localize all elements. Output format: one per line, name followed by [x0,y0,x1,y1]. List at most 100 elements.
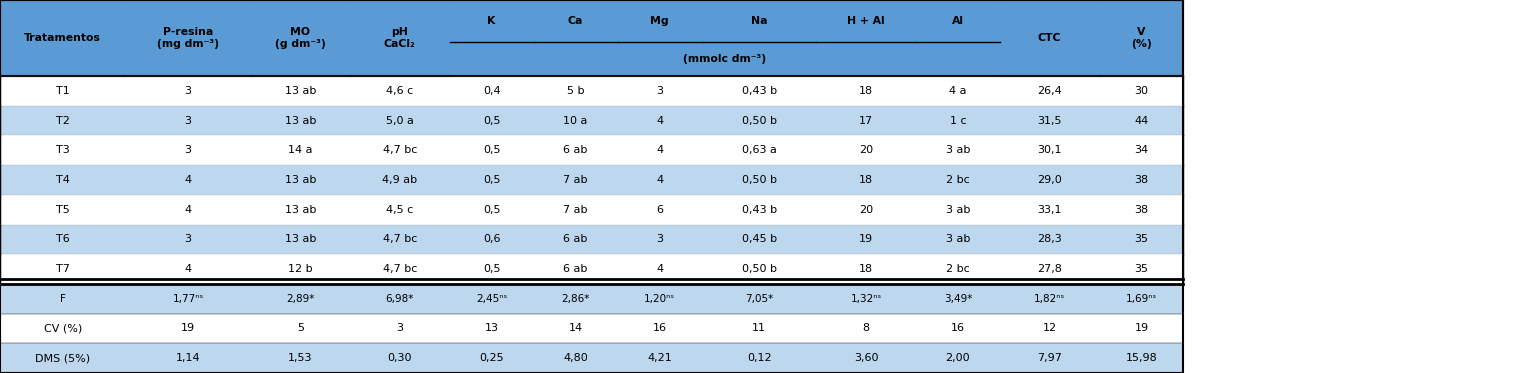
Bar [702,225,816,254]
Bar [125,254,251,284]
Bar [916,0,1000,42]
Bar [816,284,916,314]
Bar [618,254,702,284]
Bar [0,106,125,135]
Text: 4: 4 [656,264,664,274]
Text: 4: 4 [185,205,191,215]
Bar [702,314,816,343]
Text: 3: 3 [396,323,404,333]
Text: (mmolᴄ dm⁻³): (mmolᴄ dm⁻³) [683,54,766,64]
Text: 1 c: 1 c [950,116,966,126]
Text: 14 a: 14 a [287,145,313,155]
Bar [816,76,916,106]
Text: 2,00: 2,00 [945,353,971,363]
Text: 7 ab: 7 ab [563,175,589,185]
Bar [450,165,534,195]
Bar [1099,254,1183,284]
Bar [916,195,1000,225]
Text: 3,49*: 3,49* [943,294,972,304]
Bar [816,254,916,284]
Bar [916,106,1000,135]
Bar [816,343,916,373]
Bar [534,284,618,314]
Text: 28,3: 28,3 [1037,234,1063,244]
Text: 1,69ⁿˢ: 1,69ⁿˢ [1125,294,1157,304]
Bar [702,284,816,314]
Bar [450,106,534,135]
Bar [618,0,702,42]
Bar [251,165,350,195]
Text: 4: 4 [185,264,191,274]
Text: 0,50 b: 0,50 b [742,116,777,126]
Text: 17: 17 [859,116,873,126]
Bar [450,76,534,106]
Bar [534,0,618,42]
Bar [1000,76,1099,106]
Text: 13 ab: 13 ab [284,86,317,96]
Bar [816,195,916,225]
Bar [450,314,534,343]
Text: 2,86*: 2,86* [561,294,590,304]
Bar [816,314,916,343]
Text: T7: T7 [55,264,70,274]
Text: 4,6 c: 4,6 c [387,86,413,96]
Bar [618,284,702,314]
Text: 0,43 b: 0,43 b [742,205,777,215]
Bar [450,284,534,314]
Text: 7 ab: 7 ab [563,205,589,215]
Text: 2 bc: 2 bc [946,264,969,274]
Text: 19: 19 [1135,323,1148,333]
Text: 1,82ⁿˢ: 1,82ⁿˢ [1034,294,1066,304]
Text: 31,5: 31,5 [1037,116,1063,126]
Bar [534,106,618,135]
Text: 4: 4 [656,116,664,126]
Text: 38: 38 [1135,175,1148,185]
Text: 0,43 b: 0,43 b [742,86,777,96]
Text: 5,0 a: 5,0 a [385,116,414,126]
Text: 4,9 ab: 4,9 ab [382,175,417,185]
Text: MO
(g dm⁻³): MO (g dm⁻³) [275,27,326,49]
Text: 13: 13 [485,323,498,333]
Bar [816,0,916,42]
Text: P-resina
(mg dm⁻³): P-resina (mg dm⁻³) [157,27,219,49]
Text: 1,20ⁿˢ: 1,20ⁿˢ [644,294,676,304]
Bar [618,135,702,165]
Bar [450,135,534,165]
Text: 35: 35 [1135,234,1148,244]
Text: CV (%): CV (%) [43,323,83,333]
Text: T2: T2 [55,116,70,126]
Text: Tratamentos: Tratamentos [24,33,101,43]
Text: 20: 20 [859,205,873,215]
Bar [1000,165,1099,195]
Bar [618,343,702,373]
Text: 20: 20 [859,145,873,155]
Bar [125,135,251,165]
Bar [350,0,450,76]
Bar [251,225,350,254]
Text: CTC: CTC [1038,33,1061,43]
Bar [1000,284,1099,314]
Text: 30,1: 30,1 [1037,145,1063,155]
Text: T6: T6 [57,234,69,244]
Text: 4: 4 [656,145,664,155]
Bar [702,106,816,135]
Bar [251,284,350,314]
Text: 4,80: 4,80 [563,353,589,363]
Text: 4 a: 4 a [950,86,966,96]
Bar [125,314,251,343]
Bar [916,225,1000,254]
Bar [534,135,618,165]
Text: H + Al: H + Al [847,16,885,26]
Bar [1000,0,1099,76]
Bar [450,42,534,76]
Text: 12 b: 12 b [287,264,313,274]
Bar [618,195,702,225]
Text: 19: 19 [180,323,196,333]
Bar [816,135,916,165]
Text: Al: Al [953,16,963,26]
Text: 1,77ⁿˢ: 1,77ⁿˢ [173,294,203,304]
Bar [1000,106,1099,135]
Text: 6 ab: 6 ab [564,264,587,274]
Text: 6: 6 [656,205,664,215]
Text: 0,50 b: 0,50 b [742,264,777,274]
